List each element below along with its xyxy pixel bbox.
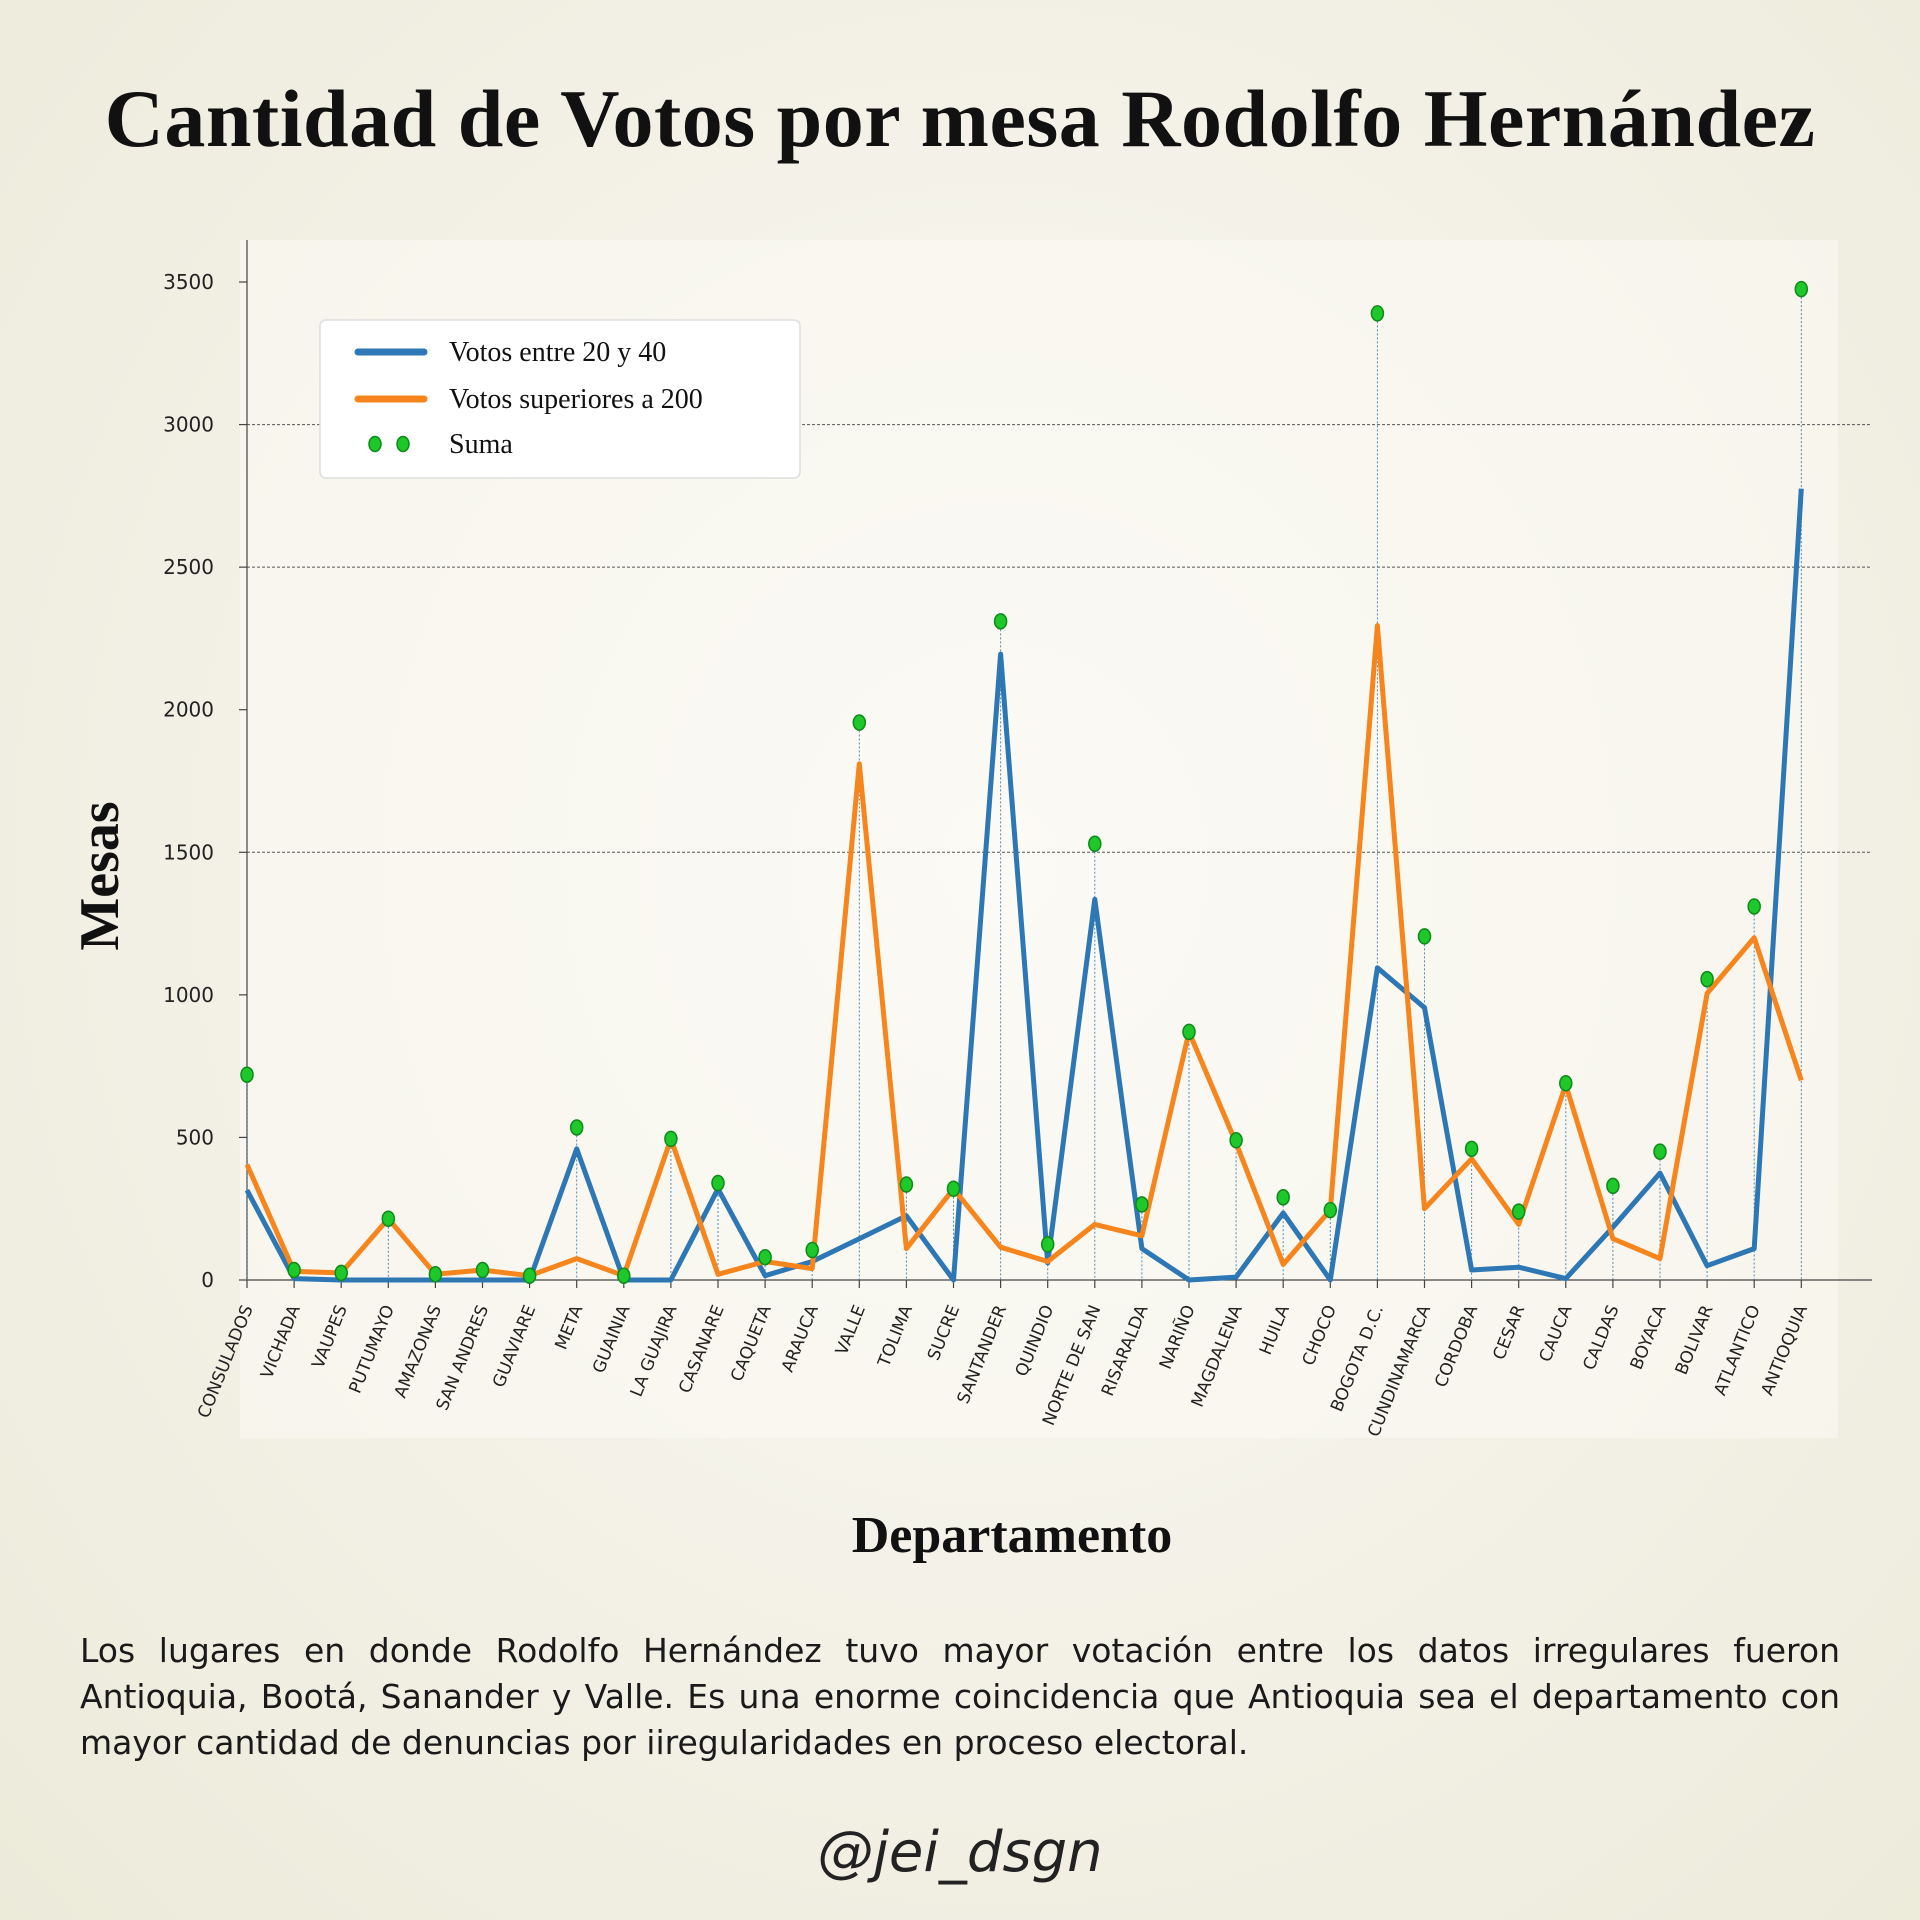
sum-point [1559,1075,1573,1092]
sum-point [711,1174,725,1192]
sum-point [1229,1132,1243,1149]
sum-point [946,1180,961,1198]
caption-text: Los lugares en donde Rodolfo Hernández t… [80,1631,1840,1762]
y-tick-label: 3500 [163,270,214,294]
sum-point [522,1267,537,1284]
sum-point [240,1066,254,1083]
sum-point [1653,1143,1667,1160]
sum-point [1606,1177,1620,1195]
sum-point [1747,898,1761,915]
y-tick-label: 0 [201,1268,214,1292]
sum-point [758,1248,772,1266]
sum-point [1700,970,1714,988]
sum-point [1276,1189,1290,1206]
y-tick-label: 500 [176,1125,214,1149]
x-axis-label: Departamento [852,1507,1173,1564]
legend-label: Suma [449,429,513,460]
sum-point [381,1210,396,1227]
sum-point [1323,1201,1338,1219]
signature: @jei_dsgn [817,1820,1103,1885]
chart-title: Cantidad de Votos por mesa Rodolfo Herná… [104,73,1816,164]
sum-point [428,1266,443,1283]
sum-point [617,1267,631,1284]
sum-point [334,1264,348,1282]
series-line-votos-20-40 [244,488,1804,1283]
sum-point [1417,928,1432,945]
sum-point [1040,1236,1055,1253]
sum-point [993,613,1008,630]
legend-label: Votos superiores a 200 [449,384,703,415]
legend-label: Votos entre 20 y 40 [449,337,666,368]
y-tick-label: 2000 [163,698,214,722]
sum-point [899,1176,914,1193]
legend-box [319,319,801,479]
sum-point [852,714,867,731]
sum-point [569,1119,584,1136]
sum-point [287,1261,301,1279]
sum-point [1088,835,1102,852]
sum-point [805,1241,819,1259]
sum-point [1464,1140,1479,1158]
y-axis-label: Mesas [69,801,131,950]
sum-point [1370,305,1385,322]
sum-point [1135,1196,1149,1213]
legend-swatch [396,435,410,453]
sum-point [1794,280,1809,298]
y-tick-label: 3000 [163,413,214,437]
y-tick-label: 1000 [163,983,214,1007]
y-tick-label: 2500 [163,555,214,579]
series-line-votos-200 [244,623,1804,1279]
y-tick-label: 1500 [163,840,214,864]
sum-point [475,1261,490,1279]
sum-point [664,1130,678,1148]
sum-point [1182,1023,1196,1041]
sum-point [1511,1203,1526,1220]
legend-swatch [368,435,382,453]
